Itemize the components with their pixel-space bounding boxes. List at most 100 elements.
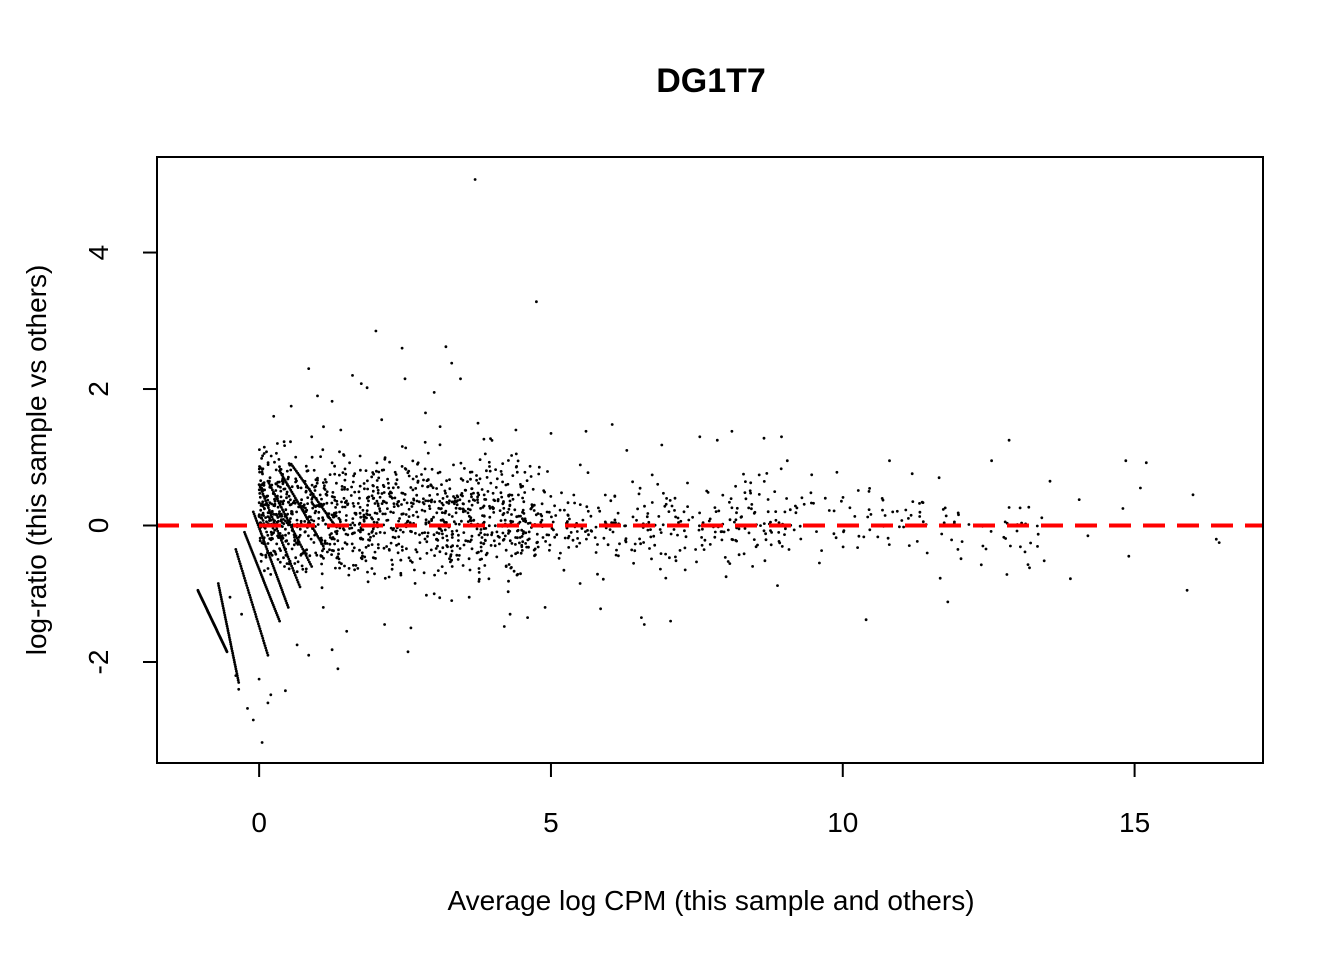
data-point [434,547,438,550]
data-point [426,451,430,455]
data-point [281,500,285,504]
data-point [433,500,437,504]
data-point [944,514,948,518]
data-point [469,538,473,542]
data-point [455,553,459,557]
data-point [547,533,551,537]
data-point [783,510,787,514]
data-point [259,559,263,563]
data-point [544,540,547,543]
data-point [528,464,532,468]
data-point [277,617,281,621]
data-point [268,556,272,559]
data-point [762,480,766,483]
data-point [454,506,458,510]
data-point [445,479,448,483]
data-point [311,492,315,496]
data-point [614,521,617,524]
data-point [335,532,339,536]
data-point [380,468,384,472]
data-point [902,525,905,529]
data-point [764,532,767,536]
data-point [920,500,924,504]
data-point [706,491,710,494]
data-point [584,530,587,533]
data-point [487,460,491,464]
data-point [479,549,483,553]
data-point [578,541,582,545]
data-point [691,515,694,519]
data-point [551,520,555,524]
data-point [1077,498,1081,501]
y-axis-label: log-ratio (this sample vs others) [21,265,52,656]
data-point [624,524,627,528]
data-point [576,537,579,540]
data-point [358,454,362,458]
data-point [412,498,416,502]
data-point [571,538,575,542]
data-point [306,496,310,499]
data-point [400,465,404,468]
data-point [478,458,482,461]
data-point [818,561,821,565]
data-point [424,411,427,415]
data-point [318,505,322,508]
data-point [482,514,486,518]
data-point [262,536,266,540]
data-point [313,485,316,489]
data-point [332,495,335,499]
data-point [269,530,273,534]
data-point [669,619,672,623]
data-point [612,521,615,525]
data-point [430,467,434,471]
data-point [657,515,661,518]
data-point [981,544,985,548]
data-point [274,552,278,556]
data-point [470,487,474,490]
data-point [402,498,406,502]
data-point [335,499,339,503]
data-point [504,483,508,487]
data-point [697,528,701,532]
data-point [422,478,425,482]
data-point [435,511,439,515]
data-point [550,515,553,519]
data-point [426,478,430,482]
data-point [337,557,341,561]
data-point [445,544,449,547]
data-point [774,510,778,513]
data-point [445,500,449,504]
data-point [277,579,281,583]
data-point [658,528,662,531]
data-point [456,495,460,499]
data-point [1002,535,1006,539]
data-point [842,529,846,532]
data-point [258,495,262,499]
data-point [455,529,459,533]
data-point [261,472,264,476]
data-point [400,503,403,506]
data-point [272,605,276,609]
data-point [410,501,413,505]
data-point [261,492,265,496]
data-point [596,572,599,576]
data-point [715,438,719,442]
data-point [536,545,540,549]
data-point [259,552,263,556]
data-point [306,558,310,562]
data-point [361,508,365,512]
data-point [742,552,746,556]
data-point [312,519,316,523]
data-point [444,345,448,349]
data-point [508,493,512,497]
data-point [450,530,454,533]
data-point [780,435,783,439]
data-point [268,537,272,541]
data-point [216,582,220,585]
data-point [484,527,488,530]
data-point [762,436,766,440]
data-point [887,543,891,546]
data-point [328,473,332,476]
data-point [267,503,270,507]
data-point [324,522,327,526]
